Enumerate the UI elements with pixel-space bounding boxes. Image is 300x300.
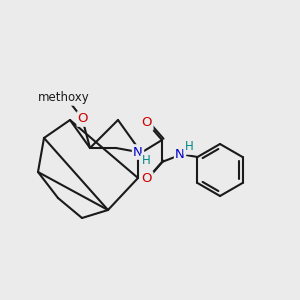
Text: O: O <box>142 172 152 185</box>
Text: N: N <box>133 146 143 158</box>
Text: methoxy: methoxy <box>38 92 90 104</box>
Text: N: N <box>175 148 185 161</box>
Text: O: O <box>142 116 152 130</box>
Text: H: H <box>142 154 150 167</box>
Text: O: O <box>78 112 88 125</box>
Text: H: H <box>184 140 194 154</box>
